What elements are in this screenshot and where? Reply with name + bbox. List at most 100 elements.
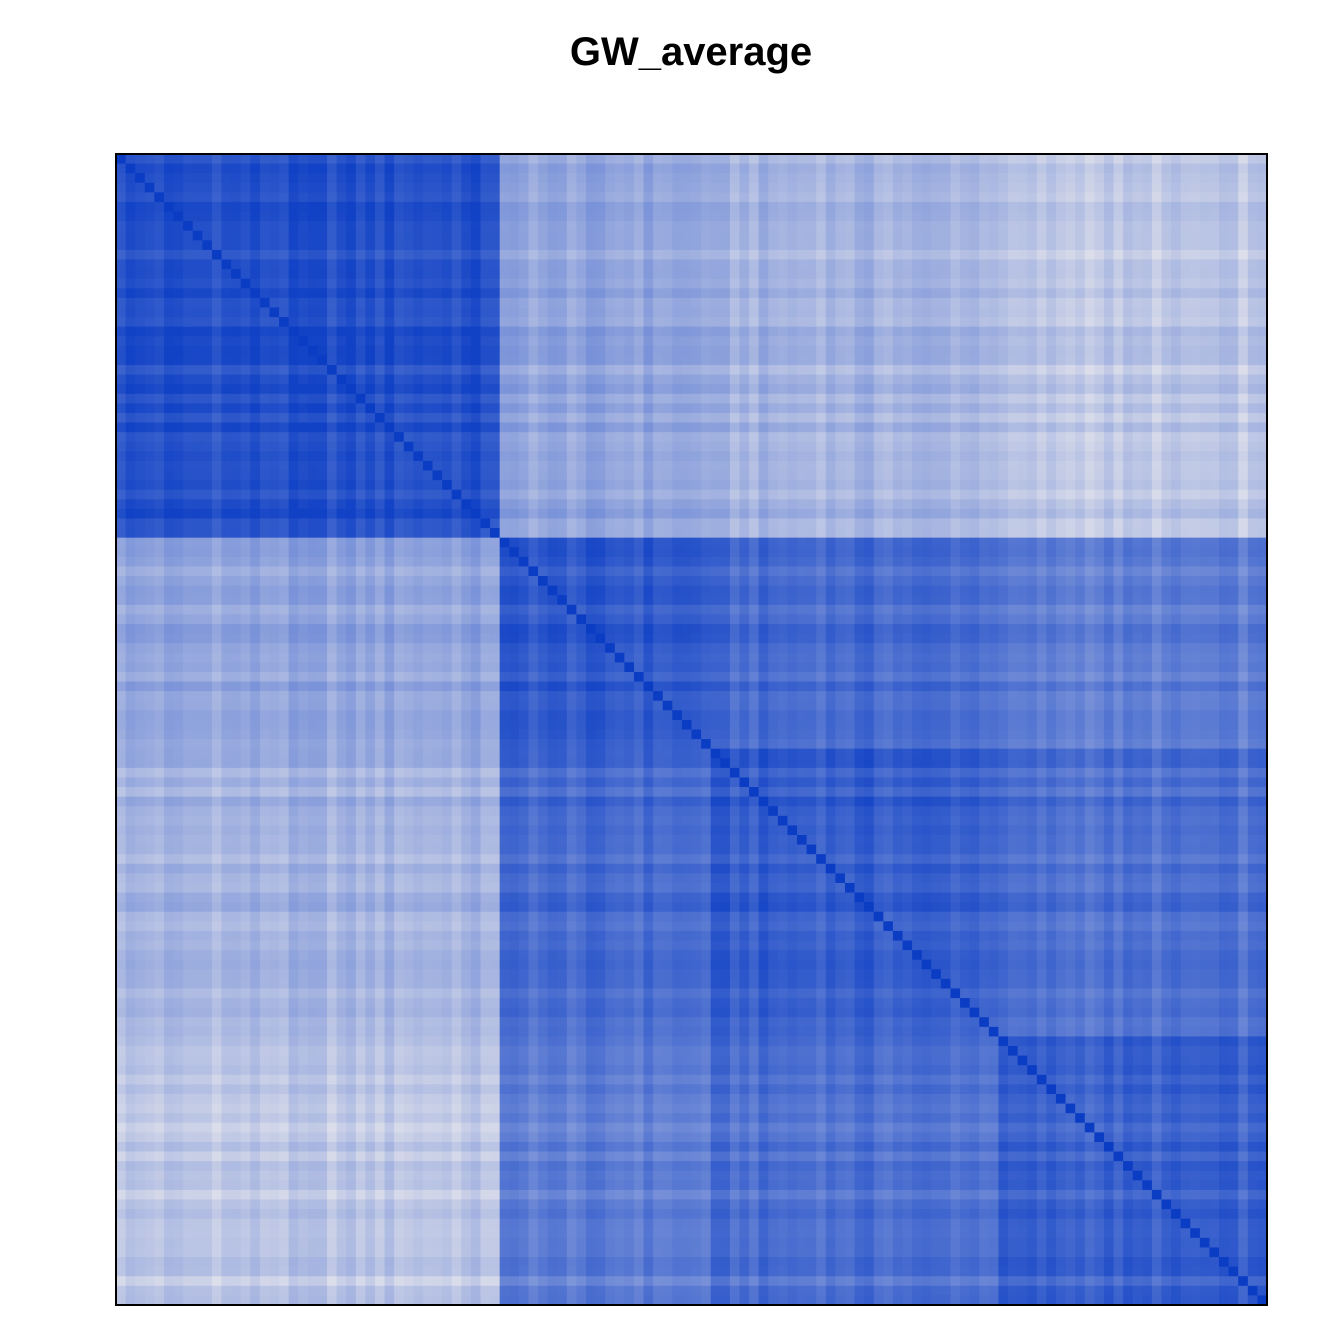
heatmap-cell xyxy=(154,192,165,203)
heatmap-cell xyxy=(116,528,127,539)
heatmap-cell xyxy=(825,249,836,261)
heatmap-cell xyxy=(902,393,913,404)
heatmap-cell xyxy=(470,489,482,500)
heatmap-cell xyxy=(777,537,789,548)
heatmap-cell xyxy=(940,269,952,280)
heatmap-cell xyxy=(605,154,616,165)
heatmap-cell xyxy=(451,154,462,165)
heatmap-cell xyxy=(950,499,961,510)
heatmap-cell xyxy=(1171,489,1182,500)
heatmap-cell xyxy=(1209,336,1220,347)
heatmap-cell xyxy=(854,326,865,337)
heatmap-cell xyxy=(854,489,865,500)
heatmap-cell xyxy=(998,374,1009,385)
heatmap-cell xyxy=(192,192,203,203)
heatmap-cell xyxy=(768,269,779,280)
heatmap-cell xyxy=(1065,355,1076,366)
heatmap-cell xyxy=(538,412,549,424)
heatmap-cell xyxy=(183,393,194,404)
heatmap-cell xyxy=(921,537,932,548)
heatmap-cell xyxy=(183,297,194,309)
heatmap-cell xyxy=(729,345,741,357)
heatmap-cell xyxy=(432,278,443,289)
heatmap-cell xyxy=(1171,154,1182,165)
heatmap-cell xyxy=(125,307,136,318)
heatmap-cell xyxy=(442,422,453,433)
heatmap-cell xyxy=(432,393,443,404)
heatmap-cell xyxy=(1257,259,1268,270)
heatmap-cell xyxy=(288,480,299,491)
heatmap-cell xyxy=(509,288,520,299)
heatmap-cell xyxy=(1142,422,1153,433)
heatmap-cell xyxy=(538,547,549,558)
heatmap-cell xyxy=(1094,365,1105,376)
heatmap-cell xyxy=(1017,211,1028,222)
heatmap-cell xyxy=(1132,230,1143,241)
heatmap-cell xyxy=(288,384,299,395)
heatmap-cell xyxy=(250,307,261,318)
heatmap-cell xyxy=(547,317,558,328)
heatmap-cell xyxy=(116,317,127,328)
heatmap-cell xyxy=(317,518,328,529)
heatmap-cell xyxy=(374,489,386,500)
heatmap-cell xyxy=(1094,384,1105,395)
heatmap-cell xyxy=(480,489,491,500)
heatmap-cell xyxy=(576,269,587,280)
heatmap-cell xyxy=(1103,326,1115,337)
heatmap-cell xyxy=(854,240,865,251)
heatmap-cell xyxy=(470,307,482,318)
heatmap-cell xyxy=(825,547,836,558)
heatmap-cell xyxy=(135,201,146,213)
heatmap-cell xyxy=(422,355,434,366)
heatmap-cell xyxy=(163,192,175,203)
heatmap-cell xyxy=(307,336,319,347)
heatmap-cell xyxy=(413,355,424,366)
heatmap-cell xyxy=(653,547,664,558)
heatmap-cell xyxy=(681,412,693,424)
heatmap-cell xyxy=(720,403,731,414)
heatmap-cell xyxy=(298,182,309,193)
heatmap-cell xyxy=(691,489,702,500)
heatmap-cell xyxy=(1094,336,1105,347)
heatmap-cell xyxy=(163,384,175,395)
heatmap-cell xyxy=(1257,480,1268,491)
heatmap-cell xyxy=(1113,537,1124,548)
heatmap-cell xyxy=(902,412,913,424)
heatmap-cell xyxy=(116,297,127,309)
heatmap-cell xyxy=(1132,173,1143,184)
heatmap-cell xyxy=(490,182,501,193)
heatmap-cell xyxy=(566,528,577,539)
heatmap-cell xyxy=(125,221,136,232)
heatmap-cell xyxy=(988,288,1000,299)
heatmap-cell xyxy=(624,240,635,251)
heatmap-cell xyxy=(499,201,510,213)
heatmap-cell xyxy=(279,173,290,184)
heatmap-cell xyxy=(1190,249,1201,261)
heatmap-cell xyxy=(816,230,827,241)
heatmap-cell xyxy=(797,537,808,548)
heatmap-cell xyxy=(710,508,721,520)
heatmap-cell xyxy=(144,393,155,404)
heatmap-cell xyxy=(825,269,836,280)
heatmap-cell xyxy=(116,336,127,347)
heatmap-cell xyxy=(231,470,242,481)
heatmap-cell xyxy=(135,240,146,251)
heatmap-cell xyxy=(1123,163,1134,174)
heatmap-cell xyxy=(902,230,913,241)
heatmap-cell xyxy=(116,154,127,165)
heatmap-cell xyxy=(883,345,894,357)
heatmap-cell xyxy=(643,470,654,481)
heatmap-cell xyxy=(144,211,155,222)
heatmap-cell xyxy=(250,422,261,433)
heatmap-cell xyxy=(490,412,501,424)
heatmap-cell xyxy=(1247,240,1259,251)
heatmap-cell xyxy=(1132,480,1143,491)
heatmap-cell xyxy=(403,201,414,213)
heatmap-cell xyxy=(1113,307,1124,318)
heatmap-cell xyxy=(461,374,472,385)
heatmap-cell xyxy=(1036,422,1047,433)
heatmap-cell xyxy=(509,163,520,174)
heatmap-cell xyxy=(461,249,472,261)
heatmap-cell xyxy=(307,211,319,222)
heatmap-cell xyxy=(921,393,932,404)
